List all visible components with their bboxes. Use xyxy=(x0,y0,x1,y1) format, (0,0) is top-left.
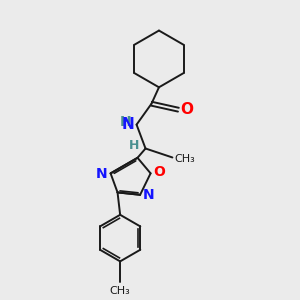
Text: N: N xyxy=(96,167,108,181)
Text: O: O xyxy=(154,165,165,179)
Text: N: N xyxy=(143,188,155,203)
Text: O: O xyxy=(181,102,194,117)
Text: CH₃: CH₃ xyxy=(110,286,130,296)
Text: N: N xyxy=(122,117,135,132)
Text: CH₃: CH₃ xyxy=(174,154,195,164)
Text: H: H xyxy=(120,115,131,129)
Text: H: H xyxy=(129,139,139,152)
